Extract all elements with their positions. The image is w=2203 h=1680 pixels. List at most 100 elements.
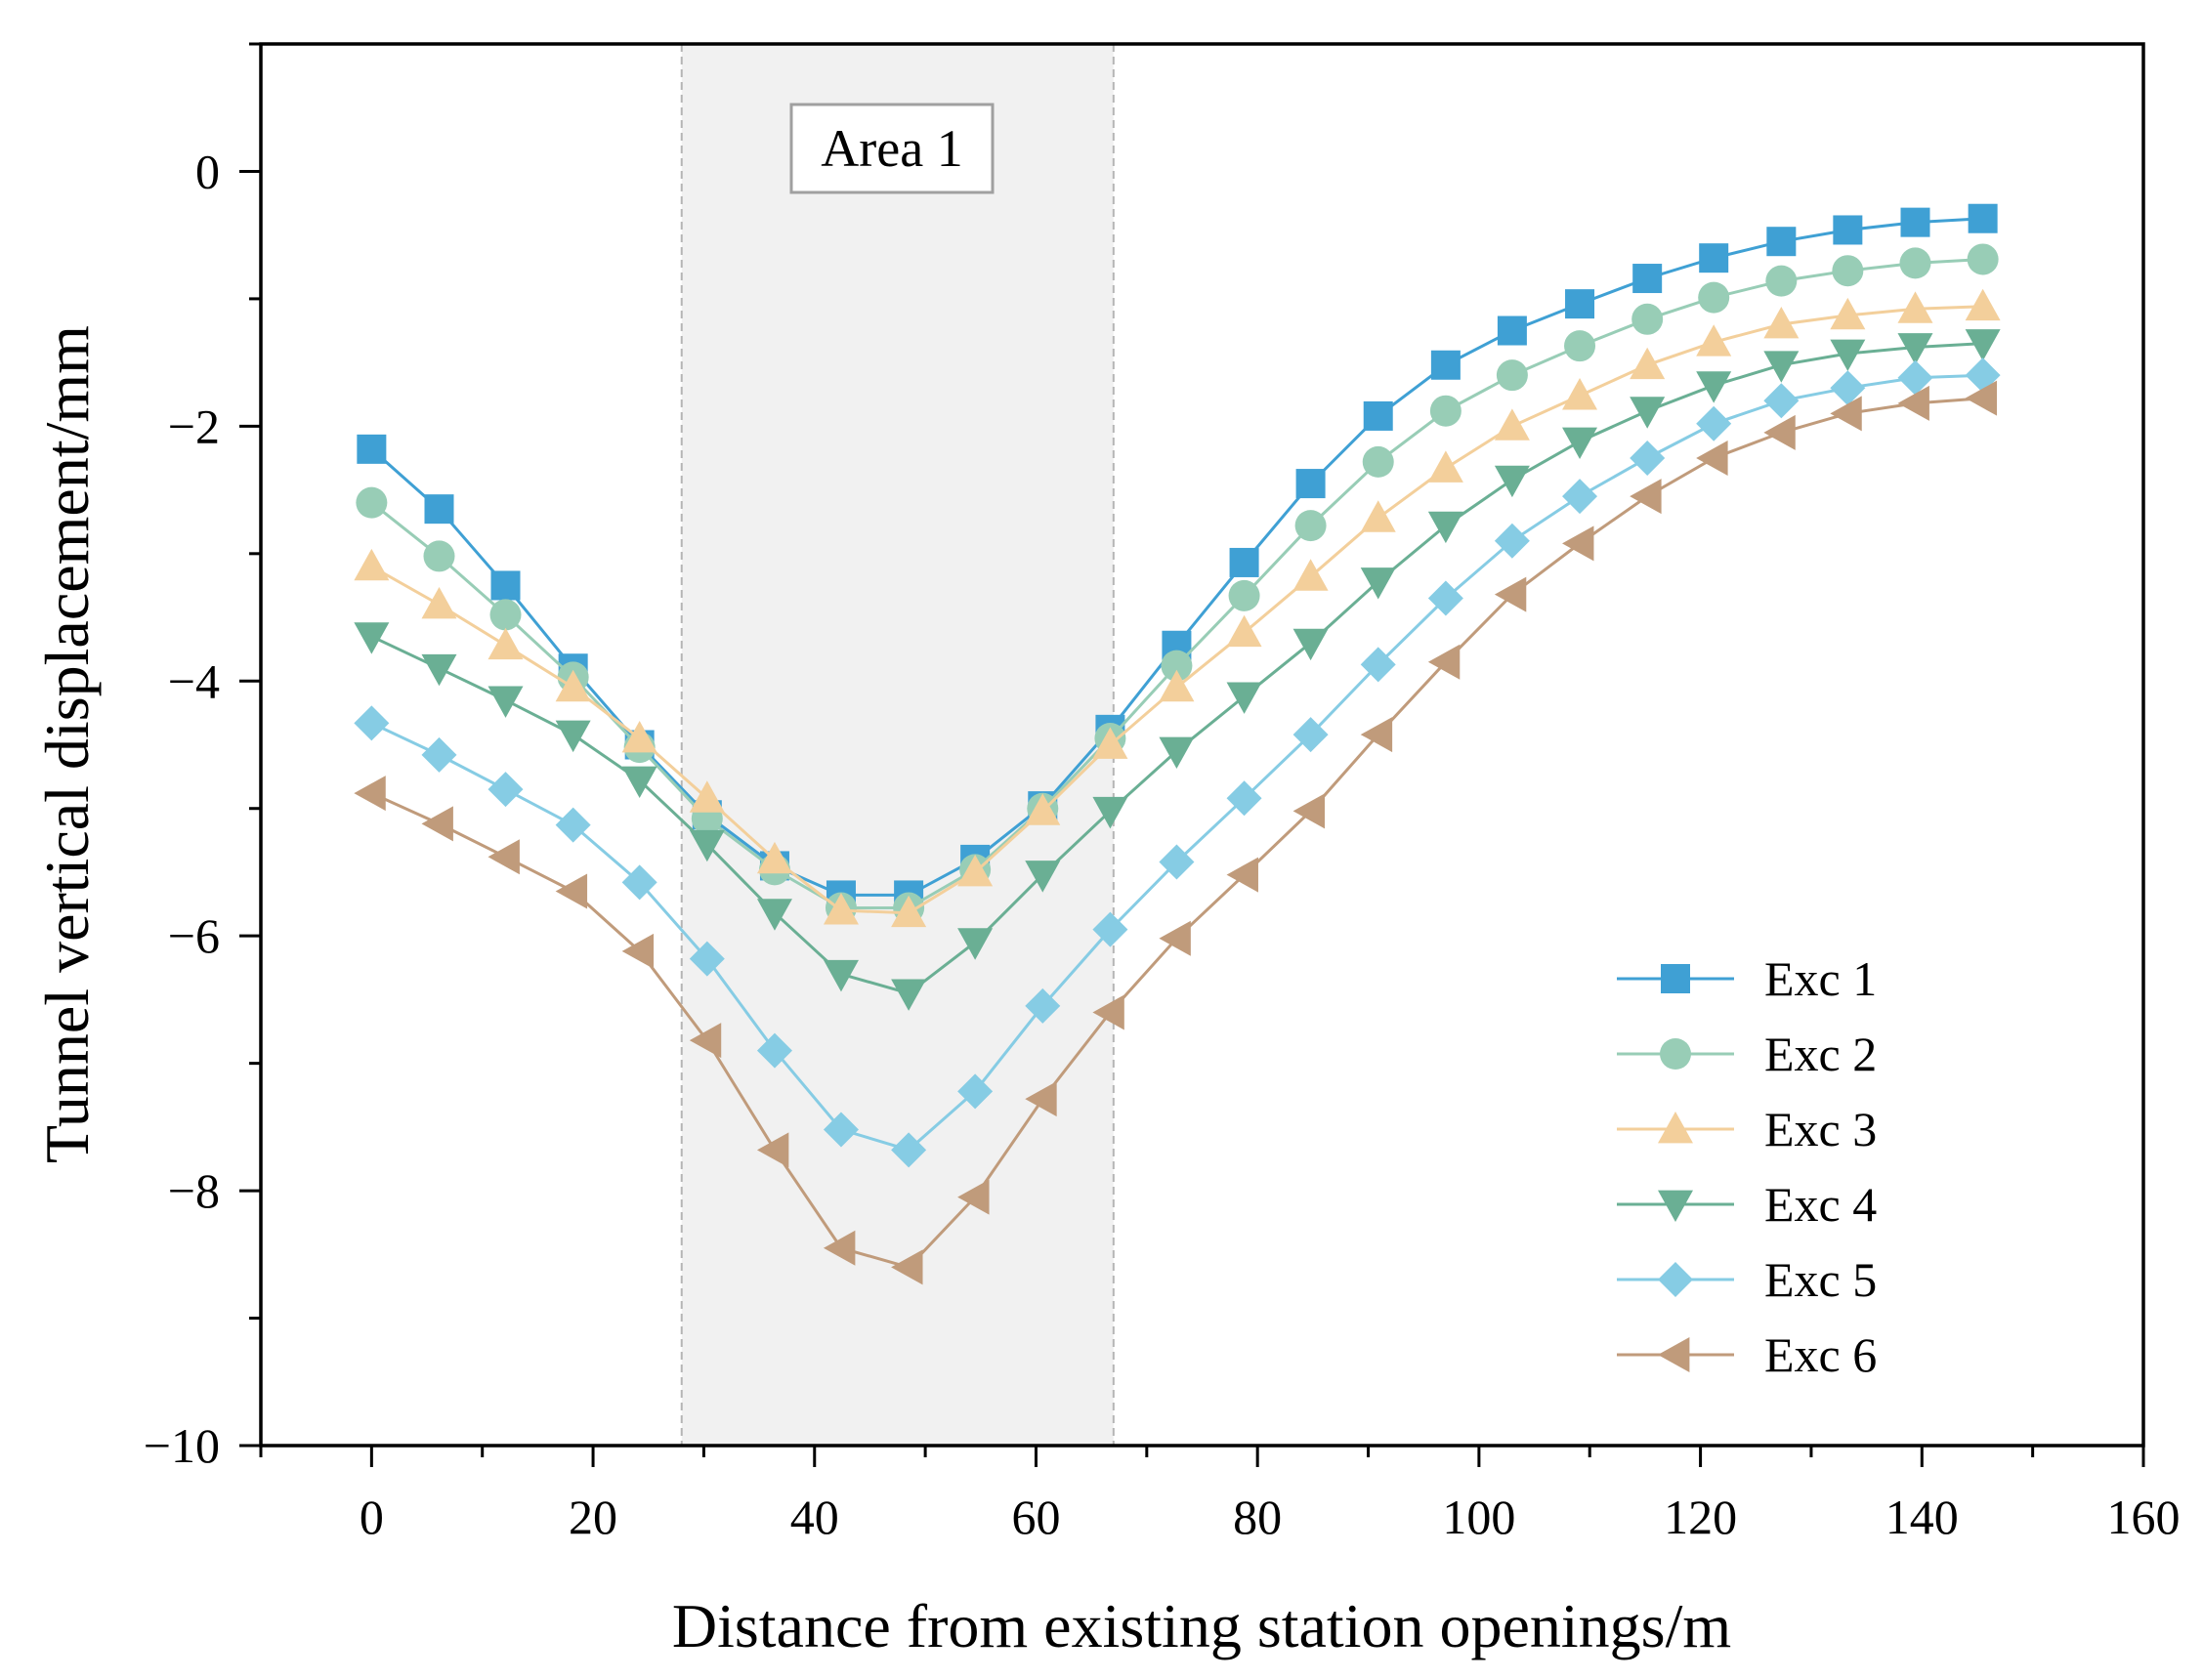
data-point: [487, 772, 524, 808]
data-point: [555, 873, 588, 909]
data-point: [1427, 644, 1461, 680]
data-point: [756, 899, 792, 931]
data-point: [1362, 445, 1394, 478]
data-point: [756, 1132, 789, 1168]
data-point: [490, 570, 521, 601]
data-point: [1360, 717, 1393, 753]
data-point: [689, 780, 725, 813]
data-point: [1292, 717, 1329, 753]
data-point: [1025, 793, 1061, 825]
x-tick-label: 140: [1885, 1490, 1959, 1544]
data-point: [1699, 243, 1729, 273]
data-point: [1967, 243, 1999, 275]
legend: Exc 1 Exc 2 Exc 3 Exc 4 Exc 5 Exc 6: [1617, 951, 1877, 1382]
series-6: [354, 380, 1998, 1285]
data-point: [1698, 281, 1730, 314]
x-tick-label: 0: [360, 1490, 384, 1544]
data-point: [1294, 510, 1327, 542]
data-point: [1833, 215, 1863, 245]
data-point: [891, 895, 927, 928]
data-point: [356, 486, 388, 519]
data-point: [1497, 315, 1527, 346]
data-point: [1830, 396, 1862, 432]
data-point: [354, 705, 390, 741]
data-point: [823, 893, 859, 925]
data-point: [1632, 264, 1663, 294]
data-point: [891, 1132, 927, 1168]
data-point: [1630, 479, 1662, 515]
data-point: [1564, 330, 1596, 362]
data-point: [1363, 400, 1393, 431]
data-point: [1897, 333, 1933, 365]
data-point: [1159, 920, 1191, 956]
data-point: [1092, 911, 1128, 947]
data-point: [1630, 397, 1666, 429]
data-point: [1092, 994, 1124, 1030]
data-point: [1295, 469, 1326, 499]
data-point: [1159, 669, 1195, 702]
legend-label: Exc 4: [1764, 1177, 1877, 1232]
data-point: [357, 434, 387, 464]
series-5: [354, 357, 2001, 1168]
data-point: [555, 669, 591, 702]
data-point: [1159, 736, 1195, 770]
data-point: [1766, 227, 1797, 257]
y-tick-label: −6: [168, 908, 220, 963]
x-tick-label: 20: [569, 1490, 617, 1544]
data-point: [1830, 339, 1866, 372]
data-point: [891, 979, 927, 1011]
data-point: [1696, 371, 1732, 403]
data-point: [823, 959, 859, 992]
data-point: [1830, 297, 1866, 330]
legend-item: Exc 5: [1617, 1252, 1877, 1307]
x-axis-ticks: 0 20 40 60 80 100 120 140 160: [259, 1446, 2181, 1544]
series-3: [354, 288, 2001, 928]
data-point: [1631, 303, 1664, 335]
data-point: [1965, 380, 1998, 416]
x-tick-label: 120: [1664, 1490, 1737, 1544]
data-point: [1765, 265, 1798, 297]
data-point: [1292, 793, 1325, 829]
data-point: [1292, 559, 1329, 591]
legend-label: Exc 3: [1764, 1102, 1877, 1156]
legend-marker: [1658, 1337, 1690, 1372]
data-point: [1427, 580, 1463, 616]
data-point: [421, 736, 457, 773]
data-point: [1562, 479, 1598, 515]
data-point: [1494, 465, 1530, 498]
data-point: [1562, 378, 1598, 410]
data-point: [756, 841, 792, 874]
area-1-label: Area 1: [821, 119, 962, 178]
data-point: [689, 1023, 722, 1059]
data-point: [487, 686, 524, 718]
x-tick-label: 80: [1233, 1490, 1282, 1544]
data-point: [1360, 567, 1396, 600]
data-point: [957, 1179, 990, 1215]
y-axis-ticks: 0 −2 −4 −6 −8 −10: [144, 42, 261, 1473]
data-point: [621, 864, 657, 901]
legend-label: Exc 6: [1764, 1327, 1877, 1382]
data-point: [1494, 576, 1527, 612]
data-point: [1025, 1081, 1057, 1117]
legend-marker: [1658, 1112, 1693, 1144]
x-axis-title: Distance from existing station openings/…: [672, 1591, 1731, 1660]
data-point: [1968, 203, 1998, 233]
data-point: [487, 627, 524, 660]
series-4: [354, 329, 2001, 1011]
data-point: [1161, 650, 1193, 682]
data-point: [1226, 780, 1262, 817]
legend-item: Exc 3: [1617, 1102, 1877, 1156]
data-point: [1226, 857, 1258, 893]
data-point: [1832, 255, 1864, 287]
data-point: [1229, 547, 1259, 577]
data-point: [1897, 385, 1929, 421]
legend-item: Exc 1: [1617, 951, 1877, 1006]
x-tick-label: 160: [2107, 1490, 2181, 1544]
data-point: [421, 806, 453, 842]
data-point: [621, 720, 657, 753]
data-point: [1562, 525, 1594, 562]
data-point: [1965, 288, 2001, 321]
data-point: [1360, 647, 1396, 683]
y-tick-label: −4: [168, 653, 220, 708]
